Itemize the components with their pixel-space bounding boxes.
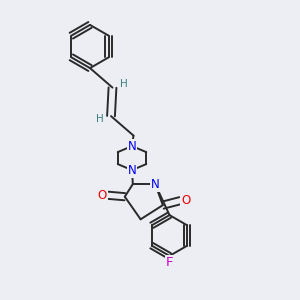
Text: H: H <box>96 114 104 124</box>
Text: N: N <box>151 178 160 190</box>
Text: F: F <box>166 256 173 269</box>
Text: O: O <box>181 194 190 207</box>
Text: O: O <box>98 189 106 202</box>
Text: H: H <box>120 79 128 89</box>
Text: N: N <box>128 140 136 153</box>
Text: N: N <box>128 164 136 177</box>
